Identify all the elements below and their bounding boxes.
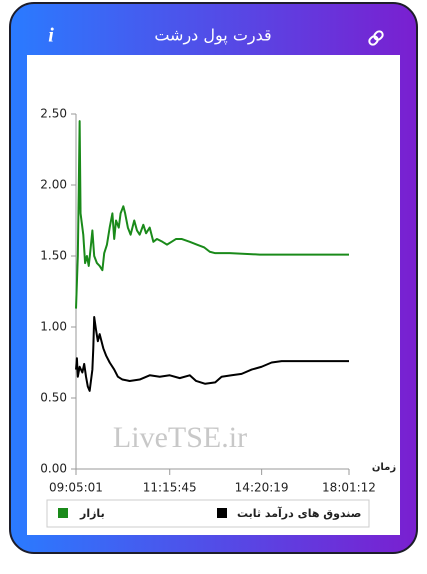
y-tick-label: 0.00: [40, 462, 67, 476]
series-line: [75, 120, 349, 309]
x-tick-label: 18:01:12: [322, 481, 376, 495]
y-tick-label: 1.00: [40, 320, 67, 334]
watermark: LiveTSE.ir: [113, 421, 247, 454]
legend-swatch: [217, 508, 227, 518]
y-tick-label: 2.50: [40, 107, 67, 121]
x-axis-label: زمان: [372, 462, 396, 473]
y-tick-label: 1.50: [40, 249, 67, 263]
chart-title: قدرت پول درشت: [154, 26, 271, 46]
legend-swatch: [58, 508, 68, 518]
chart-panel: [27, 55, 400, 535]
series-line: [75, 316, 349, 392]
info-button[interactable]: i: [48, 25, 54, 47]
y-tick-label: 0.50: [40, 391, 67, 405]
link-button[interactable]: [368, 30, 384, 46]
legend-label: صندوق های درآمد ثابت: [237, 506, 361, 520]
x-tick-label: 14:20:19: [235, 481, 289, 495]
x-tick-label: 09:05:01: [49, 481, 103, 495]
legend: [46, 499, 370, 528]
legend-label: بازار: [79, 507, 105, 520]
y-tick-label: 2.00: [40, 178, 67, 192]
x-tick-label: 11:15:45: [143, 481, 197, 495]
